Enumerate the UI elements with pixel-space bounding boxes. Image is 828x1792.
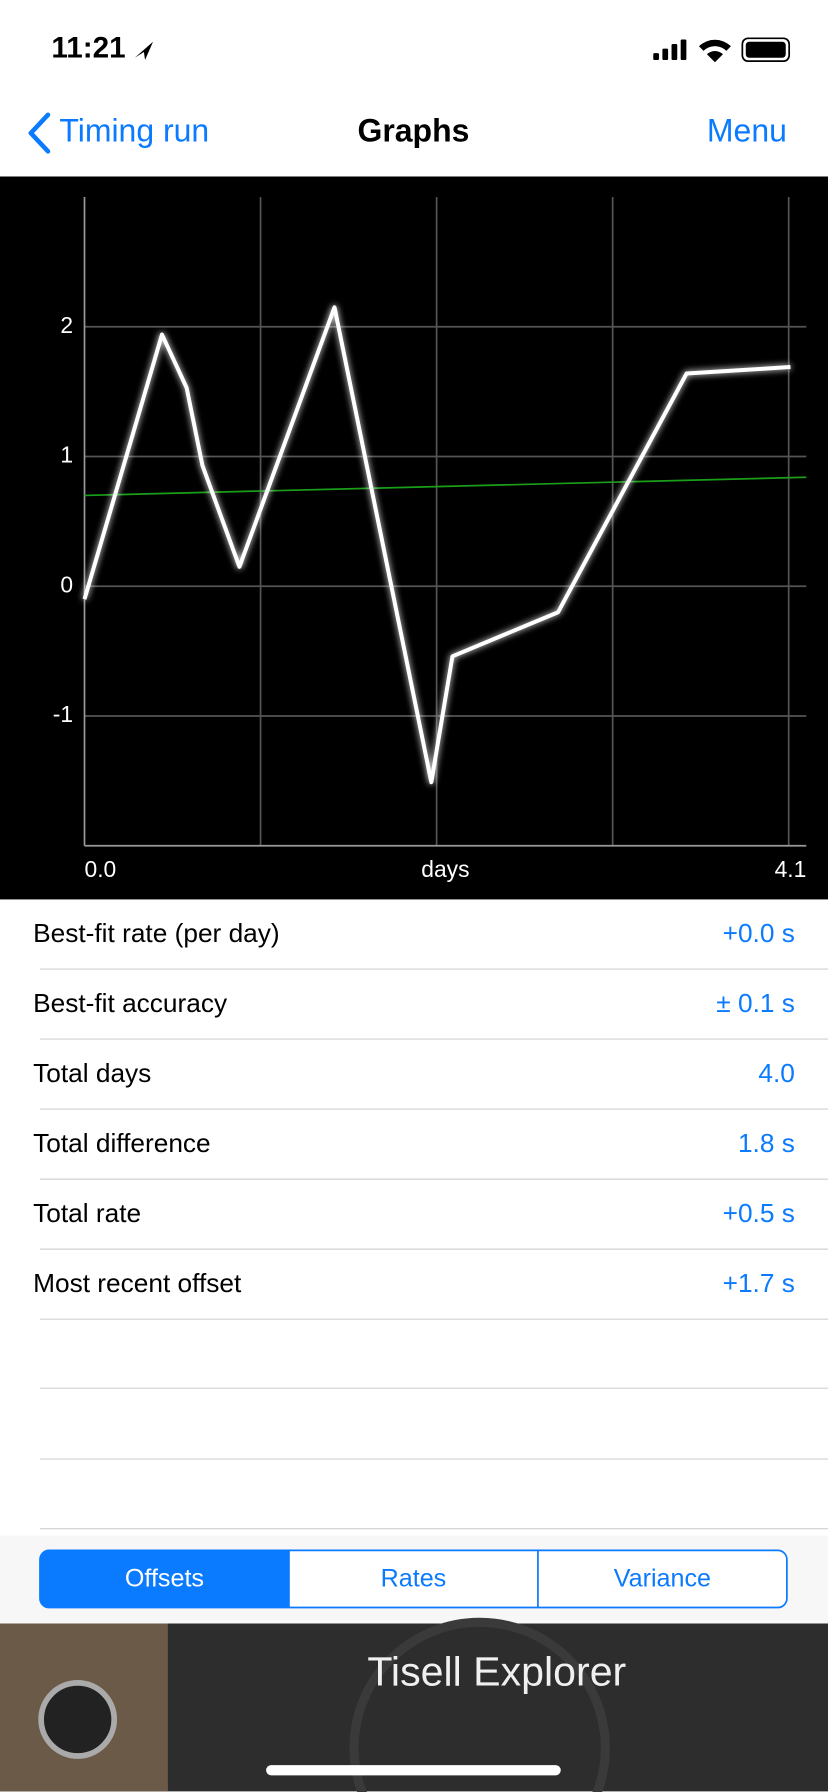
- status-time: 11:21: [51, 32, 125, 65]
- x-axis-label: days: [421, 856, 469, 882]
- row-value: 4.0: [758, 1058, 795, 1088]
- row-value: 1.8 s: [738, 1128, 795, 1158]
- y-tick-label: 0: [60, 571, 73, 597]
- signal-icon: [653, 39, 687, 61]
- row-label: Best-fit accuracy: [33, 988, 228, 1018]
- back-label[interactable]: Timing run: [59, 113, 209, 149]
- back-chevron: [28, 112, 51, 154]
- row-label: Best-fit rate (per day): [33, 918, 280, 948]
- chart-background: [0, 176, 828, 900]
- offset-line: [82, 305, 791, 785]
- y-tick-label: 1: [60, 442, 73, 468]
- stats-table: Best-fit rate (per day) +0.0 s Best-fit ac…: [33, 918, 828, 1320]
- segmented-control: Offsets Rates Variance: [39, 1549, 788, 1609]
- wifi-icon: [698, 39, 731, 63]
- location-icon: [134, 41, 154, 61]
- banner-title: Tisell Explorer: [367, 1649, 626, 1695]
- y-tick-label: -1: [53, 701, 73, 727]
- back-button[interactable]: Timing run: [28, 112, 209, 154]
- row-value: +0.0 s: [723, 918, 795, 948]
- chart: -1 0 1 2 0.0 4.1 days: [53, 197, 807, 882]
- nav-title: Graphs: [357, 113, 469, 149]
- row-value: ± 0.1 s: [716, 988, 795, 1018]
- row-value: +0.5 s: [723, 1198, 795, 1228]
- x-tick-label: 4.1: [775, 856, 807, 882]
- menu-button[interactable]: Menu: [707, 113, 787, 149]
- battery-level: [745, 41, 786, 58]
- segment-selected: [39, 1550, 289, 1608]
- banner-watermark: [349, 1617, 610, 1792]
- row-label: Total difference: [33, 1128, 211, 1158]
- home-indicator: [266, 1765, 561, 1776]
- row-label: Most recent offset: [33, 1268, 242, 1298]
- row-value: +1.7 s: [723, 1268, 795, 1298]
- x-tick-label: 0.0: [85, 856, 117, 882]
- row-label: Total rate: [33, 1198, 141, 1228]
- segment-label[interactable]: Offsets: [125, 1565, 204, 1593]
- watch-icon: [38, 1680, 118, 1759]
- row-label: Total days: [33, 1058, 151, 1088]
- segment-label[interactable]: Variance: [614, 1565, 711, 1593]
- battery-icon: [741, 37, 791, 63]
- fit-line: [84, 476, 807, 497]
- segment-label[interactable]: Rates: [381, 1565, 447, 1593]
- y-tick-label: 2: [60, 312, 73, 338]
- empty-row-separators: [39, 1387, 828, 1530]
